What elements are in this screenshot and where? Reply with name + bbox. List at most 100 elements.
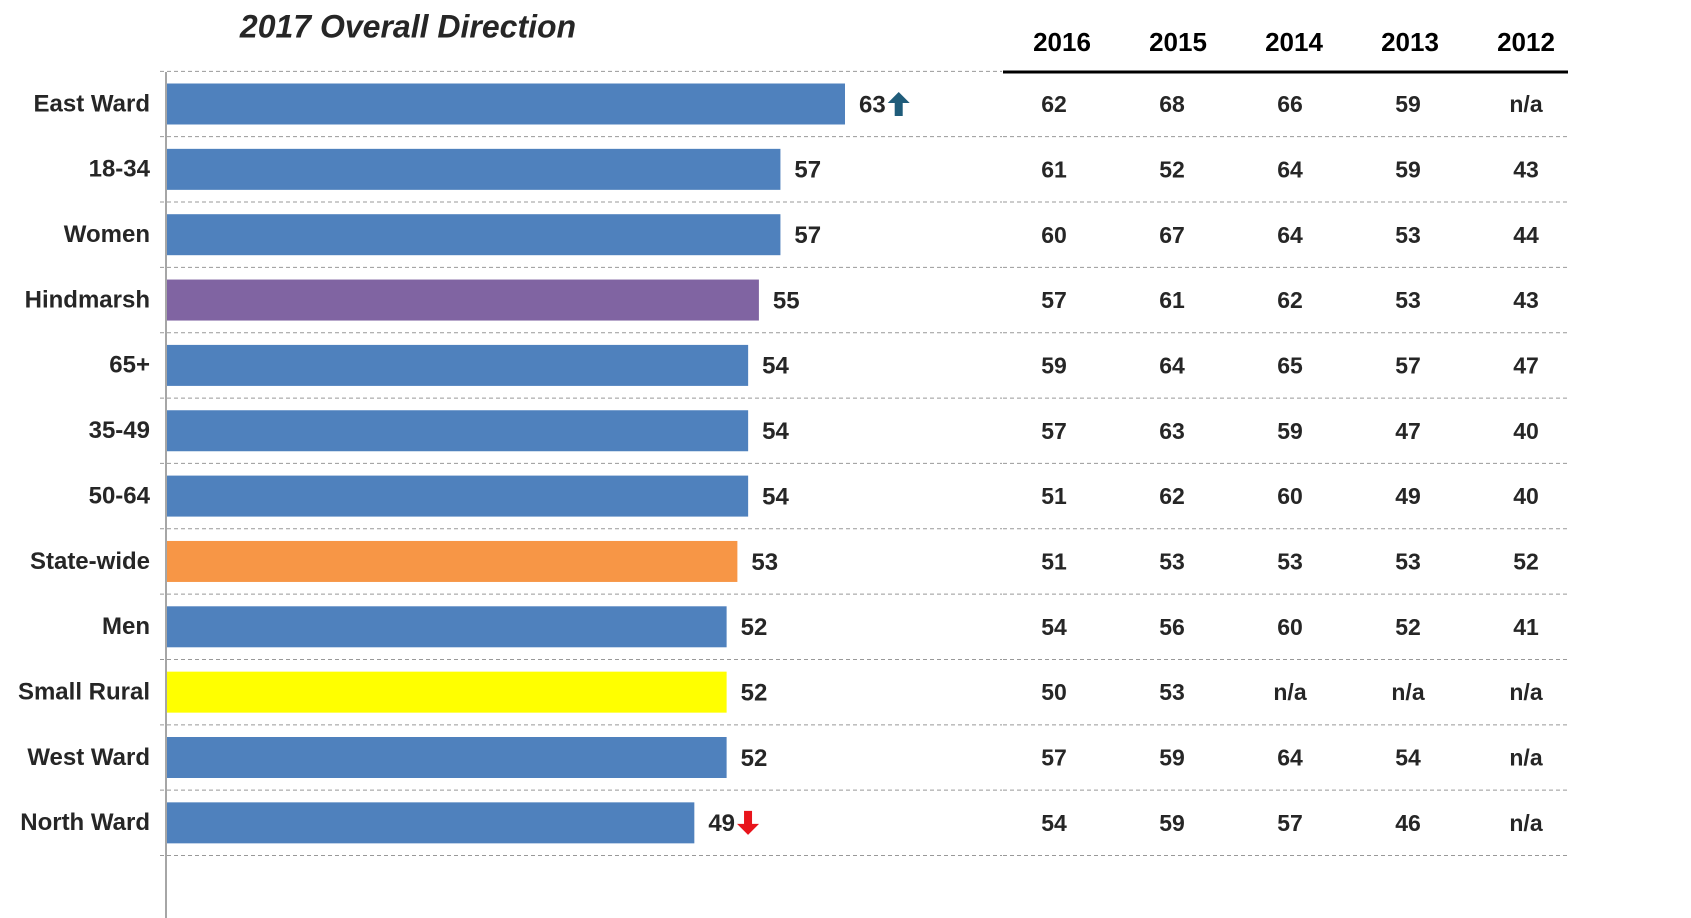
value-label: 55: [773, 287, 800, 314]
table-cell: 54: [1041, 614, 1067, 640]
table-cell: 52: [1395, 614, 1421, 640]
value-label: 49: [708, 810, 735, 837]
value-label: 54: [762, 483, 789, 510]
bar: [167, 83, 845, 125]
table-cell: 57: [1277, 810, 1303, 836]
table-cell: 61: [1159, 287, 1185, 313]
table-cell: 60: [1041, 222, 1067, 248]
y-tick-label: State-wide: [30, 548, 150, 575]
table-cell: 40: [1513, 418, 1539, 444]
table-cell: 59: [1159, 810, 1185, 836]
y-tick-label: North Ward: [20, 809, 150, 836]
table-cell: 52: [1513, 549, 1539, 575]
y-tick-label: East Ward: [34, 90, 150, 117]
bar: [167, 671, 727, 713]
bar: [167, 802, 695, 844]
table-cell: 41: [1513, 614, 1539, 640]
table-cell: 59: [1395, 156, 1421, 182]
table-cell: 64: [1277, 156, 1303, 182]
table-cell: 49: [1395, 483, 1421, 509]
value-label: 63: [859, 91, 886, 118]
table-header: 2016: [1033, 27, 1091, 57]
bar: [167, 540, 738, 582]
table-cell: 62: [1277, 287, 1303, 313]
table-cell: n/a: [1509, 745, 1542, 771]
table-cell: 59: [1159, 745, 1185, 771]
table-cell: n/a: [1273, 679, 1306, 705]
table-cell: 54: [1395, 745, 1421, 771]
table-cell: 47: [1395, 418, 1421, 444]
table-cell: 57: [1041, 745, 1067, 771]
value-label: 53: [751, 549, 778, 576]
table-cell: 51: [1041, 483, 1067, 509]
table-cell: 65: [1277, 352, 1303, 378]
table-cell: 66: [1277, 91, 1303, 117]
y-tick-label: 50-64: [89, 482, 151, 509]
table-cell: 64: [1159, 352, 1185, 378]
bar: [167, 737, 727, 778]
table-cell: 57: [1041, 287, 1067, 313]
table-cell: 59: [1395, 91, 1421, 117]
table-cell: 44: [1513, 222, 1539, 248]
arrow-up: [887, 92, 910, 116]
value-label: 54: [762, 353, 789, 380]
table-cell: n/a: [1509, 679, 1542, 705]
y-tick-label: 35-49: [89, 417, 150, 444]
table-cell: n/a: [1509, 810, 1542, 836]
table-cell: 64: [1277, 222, 1303, 248]
y-tick-label: West Ward: [27, 744, 150, 771]
table-cell: 59: [1277, 418, 1303, 444]
table-cell: 53: [1395, 549, 1421, 575]
bar: [167, 344, 749, 386]
bar: [167, 606, 727, 648]
table-cell: 68: [1159, 91, 1185, 117]
y-tick-label: Women: [64, 221, 150, 248]
value-label: 57: [794, 157, 821, 184]
bar: [167, 148, 781, 190]
table-cell: 67: [1159, 222, 1185, 248]
chart-title: 2017 Overall Direction: [239, 8, 576, 44]
value-label: 54: [762, 418, 789, 445]
table-cell: 59: [1041, 352, 1067, 378]
table-cell: 64: [1277, 745, 1303, 771]
y-tick-label: 65+: [109, 352, 150, 379]
value-label: 57: [794, 222, 821, 249]
table-cell: 60: [1277, 614, 1303, 640]
arrow-down: [737, 810, 760, 835]
y-tick-label: Small Rural: [18, 678, 150, 705]
table-cell: 60: [1277, 483, 1303, 509]
table-cell: 51: [1041, 549, 1067, 575]
table-cell: 53: [1277, 549, 1303, 575]
table-cell: 56: [1159, 614, 1185, 640]
y-tick-label: 18-34: [89, 156, 151, 183]
bar: [167, 214, 781, 256]
table-cell: 53: [1395, 287, 1421, 313]
table-header: 2013: [1381, 27, 1439, 57]
table-cell: 62: [1041, 91, 1067, 117]
bar: [167, 475, 749, 517]
bar: [167, 410, 749, 452]
table-cell: 62: [1159, 483, 1185, 509]
table-header: 2014: [1265, 27, 1323, 57]
table-cell: 47: [1513, 352, 1539, 378]
table-header: 2012: [1497, 27, 1555, 57]
table-cell: 54: [1041, 810, 1067, 836]
table-cell: 46: [1395, 810, 1421, 836]
table-cell: 53: [1395, 222, 1421, 248]
table-cell: 57: [1395, 352, 1421, 378]
bar: [167, 279, 759, 321]
table-cell: 63: [1159, 418, 1185, 444]
table-cell: 50: [1041, 679, 1067, 705]
y-tick-label: Men: [102, 613, 150, 640]
table-cell: 43: [1513, 156, 1539, 182]
table-cell: 40: [1513, 483, 1539, 509]
table-cell: 52: [1159, 156, 1185, 182]
y-tick-label: Hindmarsh: [25, 286, 150, 313]
table-cell: 43: [1513, 287, 1539, 313]
table-cell: 53: [1159, 549, 1185, 575]
table-cell: 61: [1041, 156, 1067, 182]
value-label: 52: [741, 679, 768, 706]
table-cell: n/a: [1391, 679, 1424, 705]
